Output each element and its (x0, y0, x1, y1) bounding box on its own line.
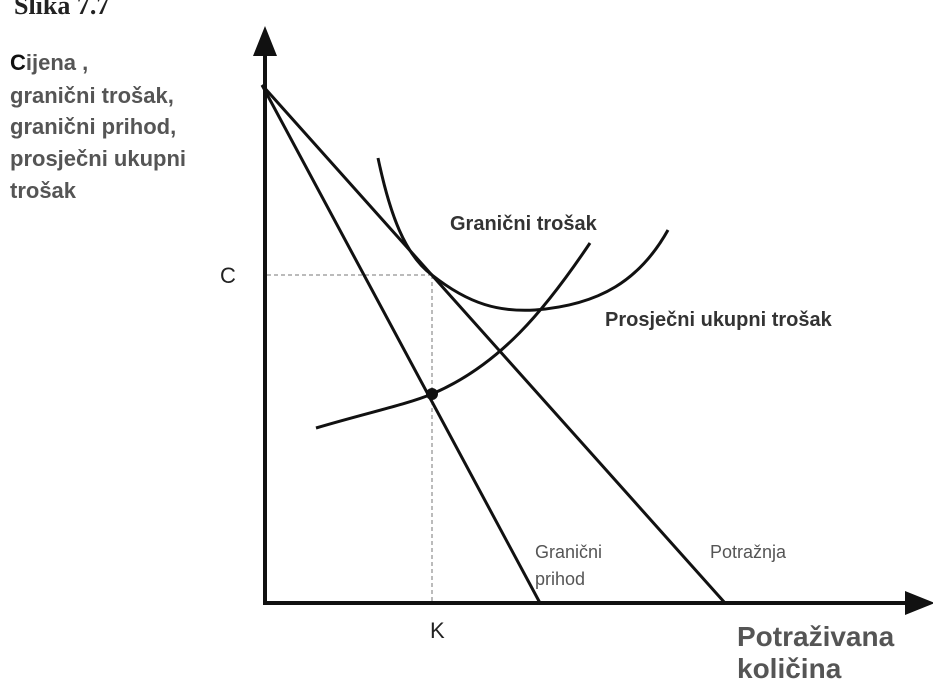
quantity-mark: K (430, 618, 445, 643)
marginal-cost-curve (315, 242, 592, 430)
mc-label: Granični trošak (450, 213, 598, 235)
price-mark: C (220, 263, 236, 288)
equilibrium-point (426, 388, 438, 400)
average-total-cost-curve (376, 157, 670, 312)
atc-label: Prosječni ukupni trošak (605, 309, 833, 331)
x-axis-label: Potraživana (737, 621, 895, 652)
marginal-revenue-line (260, 84, 542, 604)
y-label-line: prosječni ukupni (10, 146, 186, 171)
y-axis-arrow (253, 26, 277, 56)
x-axis-arrow (905, 591, 933, 615)
figure-label: Slika 7.7 (14, 0, 109, 20)
demand-line (260, 84, 727, 604)
y-label-line: trošak (10, 178, 77, 203)
mr-label: prihod (535, 569, 585, 589)
y-label-line: granični prihod, (10, 114, 176, 139)
y-label-first: C (10, 50, 26, 75)
y-label-line: granični trošak, (10, 83, 174, 108)
x-axis-label: količina (737, 653, 842, 684)
demand-label: Potražnja (710, 542, 787, 562)
y-axis-label: Cijena , (10, 50, 88, 75)
mr-label: Granični (535, 542, 602, 562)
y-label-line: ijena , (26, 50, 88, 75)
